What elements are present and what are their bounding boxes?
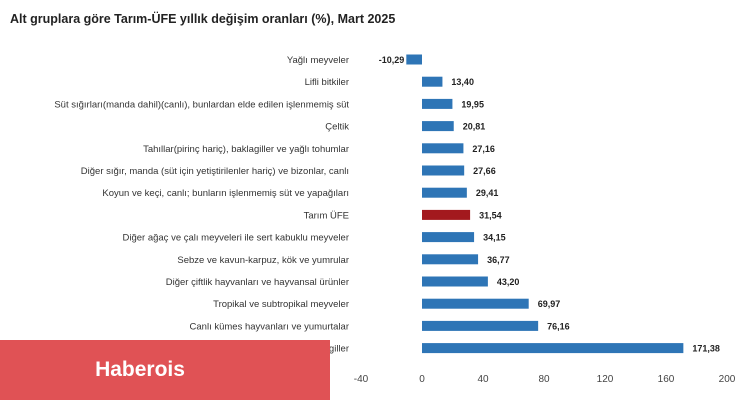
x-tick-label-4: 120	[597, 374, 614, 385]
bar-4	[422, 143, 464, 154]
value-label-8: 34,15	[483, 233, 506, 243]
category-label-9: Sebze ve kavun-karpuz, kök ve yumrular	[177, 255, 349, 266]
x-tick-label-3: 80	[538, 374, 550, 385]
bar-5	[422, 165, 465, 176]
bar-7	[422, 209, 471, 220]
value-label-11: 69,97	[538, 299, 561, 309]
value-label-0: -10,29	[379, 55, 405, 65]
bar-3	[422, 121, 454, 132]
category-label-7: Tarım ÜFE	[304, 210, 349, 221]
value-label-2: 19,95	[461, 99, 484, 109]
value-label-4: 27,16	[472, 144, 495, 154]
x-tick-label-6: 200	[719, 374, 736, 385]
value-label-10: 43,20	[497, 277, 520, 287]
value-label-12: 76,16	[547, 321, 570, 331]
value-label-7: 31,54	[479, 210, 502, 220]
bar-13	[422, 343, 684, 354]
x-tick-label-0: -40	[354, 374, 369, 385]
bar-9	[422, 254, 479, 265]
bar-10	[422, 276, 488, 287]
category-label-2: Süt sığırları(manda dahil)(canlı), bunla…	[54, 99, 349, 110]
value-label-13: 171,38	[692, 344, 720, 354]
category-label-1: Lifli bitkiler	[305, 77, 349, 88]
watermark-text: Haberois	[95, 358, 185, 381]
x-tick-label-5: 160	[658, 374, 675, 385]
bar-1	[422, 76, 443, 87]
bar-2	[422, 98, 453, 109]
category-label-6: Koyun ve keçi, canlı; bunların işlenmemi…	[102, 188, 349, 199]
category-label-5: Diğer sığır, manda (süt için yetiştirile…	[81, 166, 349, 177]
bar-12	[422, 320, 539, 331]
bar-8	[422, 232, 475, 243]
category-label-0: Yağlı meyveler	[287, 55, 349, 66]
x-tick-label-1: 0	[419, 374, 425, 385]
value-label-1: 13,40	[451, 77, 474, 87]
category-label-10: Diğer çiftlik hayvanları ve hayvansal ür…	[166, 277, 349, 288]
bar-0	[406, 54, 422, 65]
category-label-8: Diğer ağaç ve çalı meyveleri ile sert ka…	[122, 233, 349, 244]
chart-title: Alt gruplara göre Tarım-ÜFE yıllık değiş…	[10, 12, 396, 26]
category-label-11: Tropikal ve subtropikal meyveler	[213, 299, 349, 310]
value-label-9: 36,77	[487, 255, 510, 265]
category-label-12: Canlı kümes hayvanları ve yumurtalar	[190, 321, 349, 332]
watermark-banner: Haberois	[0, 340, 330, 400]
category-label-4: Tahıllar(pirinç hariç), baklagiller ve y…	[143, 144, 349, 155]
bar-11	[422, 298, 529, 309]
bar-6	[422, 187, 467, 198]
value-label-5: 27,66	[473, 166, 496, 176]
value-label-3: 20,81	[463, 122, 486, 132]
x-tick-label-2: 40	[477, 374, 489, 385]
value-label-6: 29,41	[476, 188, 499, 198]
category-label-3: Çeltik	[325, 122, 349, 133]
